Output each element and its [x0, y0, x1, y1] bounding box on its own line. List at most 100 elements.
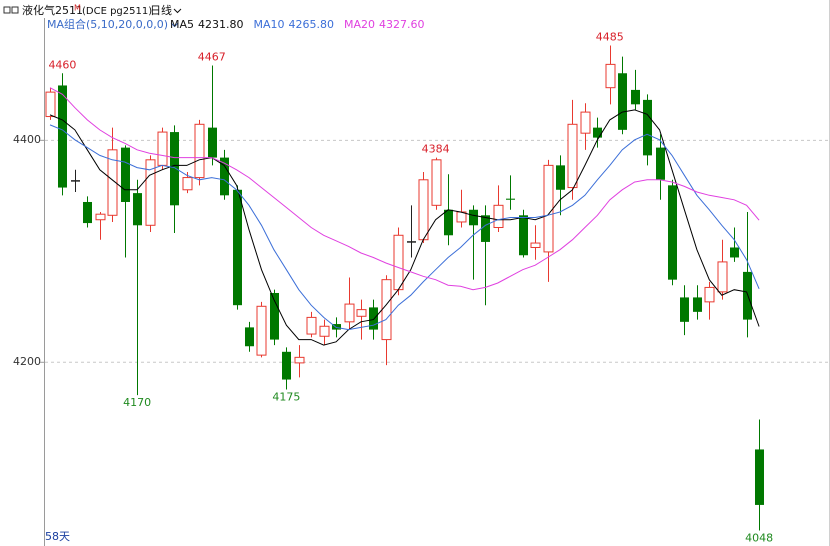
candle-body: [58, 85, 67, 188]
candle: [717, 239, 728, 300]
legend-value: 4231.80: [198, 18, 244, 31]
candle: [157, 127, 168, 170]
candle: [680, 285, 689, 336]
candle-body: [157, 131, 168, 166]
candle-body: [631, 89, 640, 105]
candle-body: [618, 73, 627, 130]
candle: [493, 185, 504, 232]
period-selector[interactable]: 日线: [150, 3, 172, 17]
candle-body: [145, 159, 156, 226]
candle-body: [506, 198, 515, 200]
legend-name: MA5: [170, 18, 194, 31]
candle-body: [519, 215, 528, 256]
high-label: 4460: [48, 58, 76, 71]
candle-body: [332, 324, 341, 330]
indicator-selector[interactable]: MA组合(5,10,20,0,0,0): [47, 17, 168, 31]
low-label: 4170: [123, 396, 151, 409]
legend-name: MA20: [344, 18, 375, 31]
candle: [418, 172, 429, 244]
candle-body: [593, 127, 602, 138]
candle: [519, 209, 528, 258]
candle: [256, 301, 267, 358]
candle: [693, 285, 702, 320]
candle-body: [107, 149, 118, 216]
candle-body: [369, 307, 378, 330]
candle: [133, 179, 142, 396]
candle: [233, 185, 242, 310]
candle: [294, 345, 305, 378]
candle: [208, 65, 217, 166]
icon-part: [3, 6, 11, 14]
y-tick-label: 4400: [13, 133, 41, 146]
candle: [407, 205, 416, 258]
candle-body: [580, 111, 591, 134]
candle: [170, 125, 179, 234]
candle: [431, 157, 442, 210]
candle-body: [704, 286, 715, 303]
candle: [194, 119, 205, 186]
candle-body: [643, 99, 652, 156]
candle: [668, 179, 677, 286]
candle-body: [95, 213, 106, 221]
candle-body: [256, 305, 267, 356]
ma-line: [49, 109, 760, 346]
candle: [481, 205, 490, 306]
candle: [356, 299, 367, 340]
candle-body: [693, 297, 702, 312]
candle: [530, 225, 541, 260]
candle-body: [381, 279, 392, 341]
candle: [469, 205, 478, 280]
candle: [730, 227, 739, 262]
candle: [95, 211, 106, 240]
candle: [145, 155, 156, 232]
y-tick-label: 4200: [13, 355, 41, 368]
high-label: 4467: [198, 50, 226, 63]
candle-body: [680, 297, 689, 322]
low-label: 4048: [745, 531, 773, 544]
candle-body: [182, 177, 193, 191]
candle-body: [393, 234, 404, 291]
ma-line: [49, 87, 760, 291]
candle-body: [717, 261, 728, 293]
candle: [83, 196, 92, 228]
candle: [270, 289, 279, 346]
candle-body: [556, 165, 565, 190]
candle-body: [194, 123, 205, 179]
candle-body: [567, 123, 578, 189]
candle: [45, 87, 56, 120]
candle-body: [270, 292, 279, 340]
candle: [306, 311, 317, 338]
candle-body: [121, 147, 130, 202]
candle-body: [605, 63, 616, 89]
candle-body: [656, 147, 665, 180]
period-chevron[interactable]: [173, 8, 182, 14]
footer-count: 58天: [45, 530, 70, 543]
candle-body: [294, 356, 305, 364]
candle: [245, 321, 254, 352]
candle-body: [469, 209, 478, 226]
candle: [556, 155, 565, 216]
indicator-chevron: [170, 22, 179, 28]
candle-body: [755, 449, 764, 505]
candle: [656, 134, 665, 200]
candle-body: [245, 327, 254, 347]
candle-body: [356, 309, 367, 317]
candle-body: [133, 193, 142, 226]
candle: [107, 127, 118, 222]
tab-icon[interactable]: [3, 6, 19, 14]
candle: [282, 347, 291, 390]
high-label: 4485: [596, 31, 624, 44]
instrument-mark: M: [74, 4, 81, 13]
icon-part: [11, 6, 19, 14]
candle-body: [45, 91, 56, 118]
low-label: 4175: [272, 391, 300, 404]
candle-body: [170, 132, 179, 206]
candle-body: [208, 127, 217, 158]
candle: [319, 319, 330, 346]
candle: [618, 56, 627, 135]
legend-value: 4327.60: [379, 18, 425, 31]
high-label: 4384: [422, 143, 450, 156]
candle: [121, 145, 130, 258]
